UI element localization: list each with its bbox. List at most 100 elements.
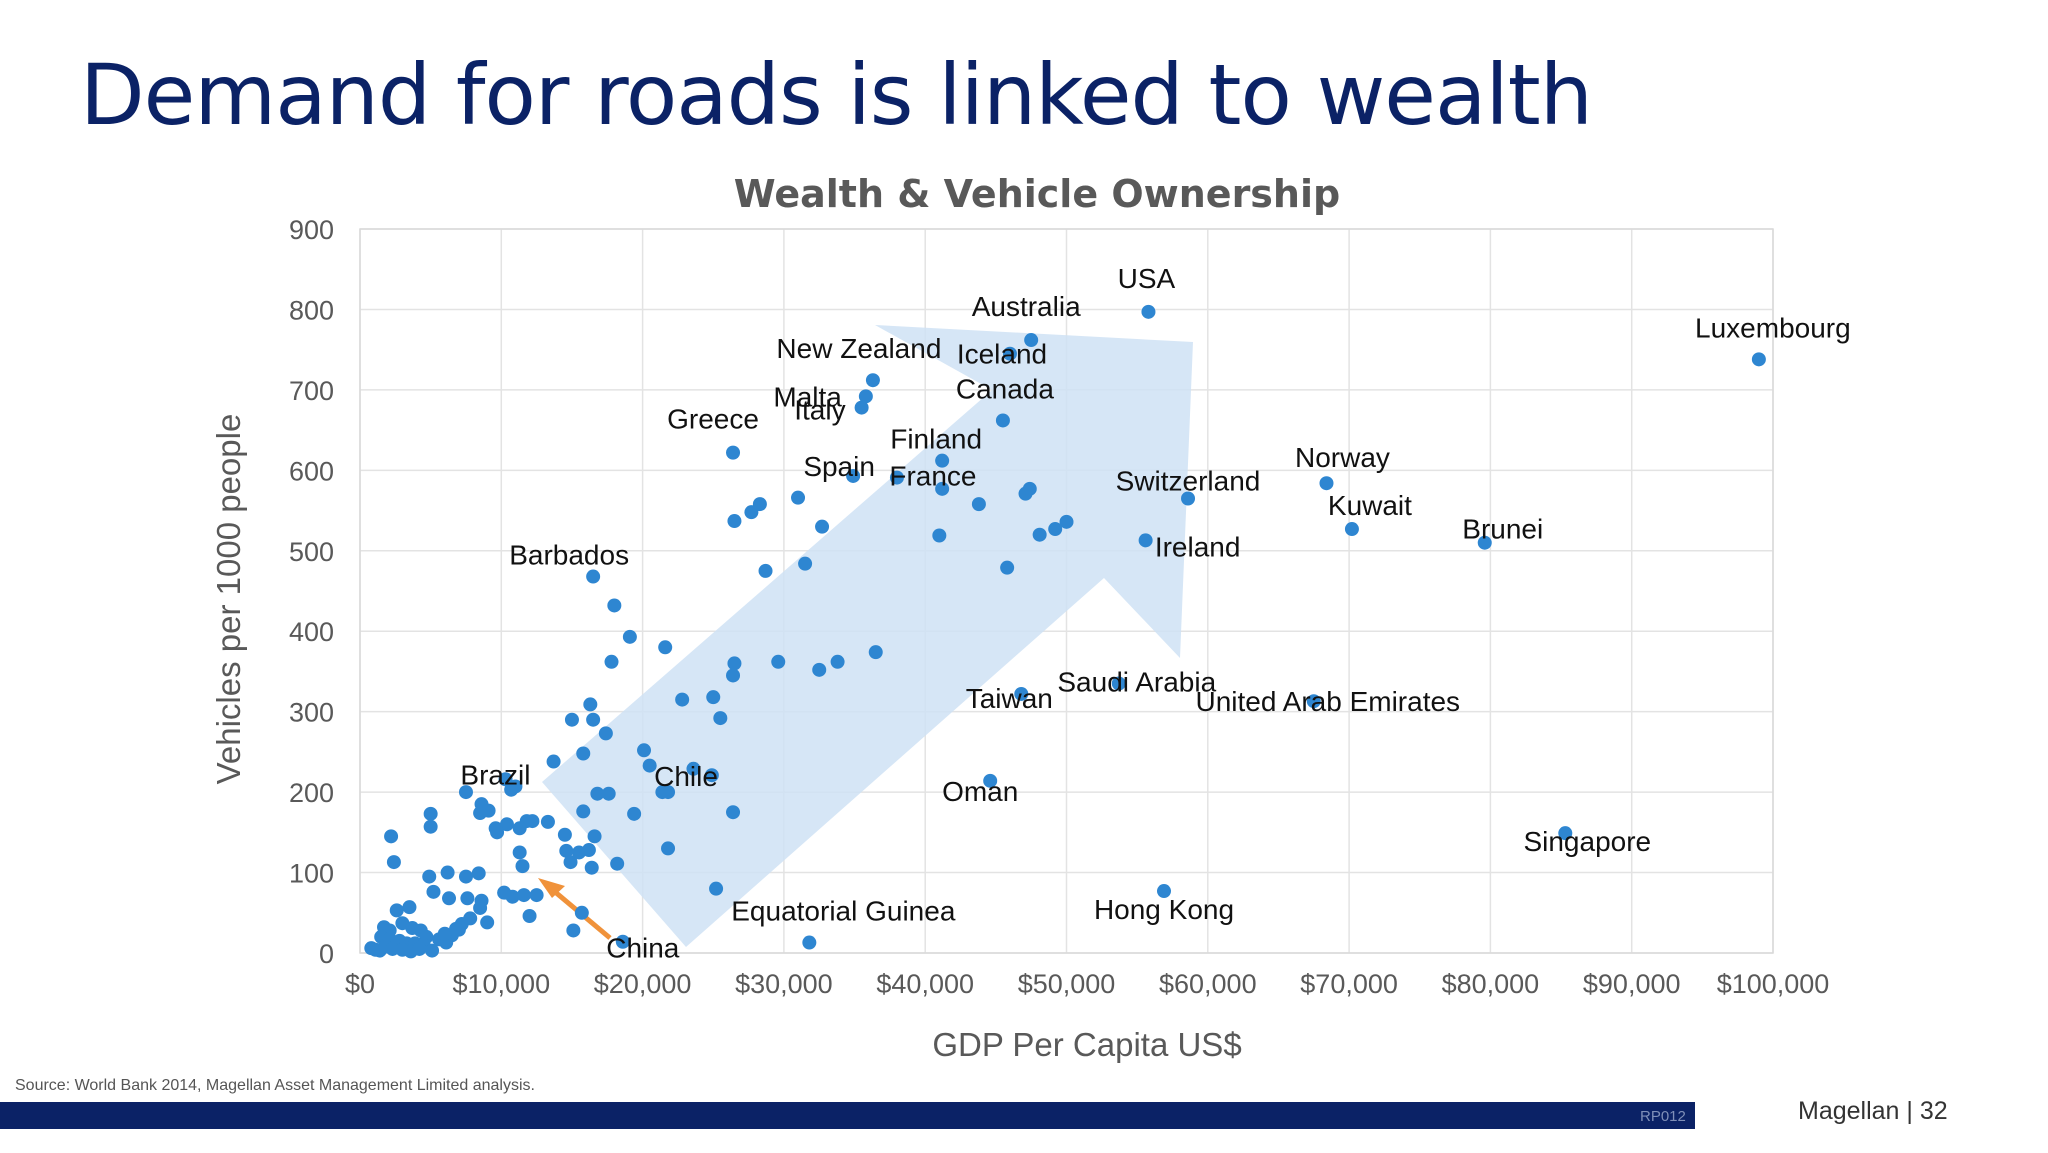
data-point bbox=[412, 941, 427, 956]
data-point bbox=[706, 690, 721, 705]
data-point bbox=[686, 761, 701, 776]
y-tick-label: 100 bbox=[289, 859, 334, 889]
data-point bbox=[529, 888, 544, 903]
x-tick-label: $60,000 bbox=[1159, 969, 1257, 999]
point-label-norway: Norway bbox=[1295, 442, 1390, 473]
data-point-switzerland bbox=[1181, 491, 1196, 506]
data-point bbox=[713, 711, 728, 726]
data-point bbox=[423, 806, 438, 821]
data-point-norway bbox=[1319, 476, 1334, 491]
data-point-malta bbox=[858, 389, 873, 404]
footer-code: RP012 bbox=[1640, 1108, 1686, 1125]
chart-axes: Wealth & Vehicle Ownership GDP Per Capit… bbox=[210, 172, 1829, 1063]
data-point bbox=[437, 926, 452, 941]
y-tick-label: 800 bbox=[289, 295, 334, 325]
slide-title: Demand for roads is linked to wealth bbox=[80, 46, 1593, 144]
data-point-finland bbox=[935, 453, 950, 468]
data-point bbox=[576, 804, 591, 819]
data-point bbox=[622, 629, 637, 644]
point-label-usa: USA bbox=[1118, 263, 1176, 294]
point-label-switzerland: Switzerland bbox=[1116, 465, 1261, 496]
data-point bbox=[425, 943, 440, 958]
data-point bbox=[522, 908, 537, 923]
data-point bbox=[1048, 522, 1063, 537]
data-point-barbados bbox=[586, 569, 601, 584]
data-point bbox=[727, 656, 742, 671]
data-point bbox=[726, 668, 741, 683]
x-tick-label: $80,000 bbox=[1442, 969, 1540, 999]
point-label-oman: Oman bbox=[942, 776, 1018, 807]
point-label-saudi-arabia: Saudi Arabia bbox=[1057, 667, 1216, 698]
data-point bbox=[423, 819, 438, 834]
y-tick-label: 400 bbox=[289, 617, 334, 647]
data-point-spain bbox=[846, 468, 861, 483]
data-point bbox=[583, 697, 598, 712]
data-point bbox=[389, 903, 404, 918]
y-tick-label: 0 bbox=[319, 939, 334, 969]
data-point bbox=[516, 888, 531, 903]
data-point bbox=[590, 786, 605, 801]
data-point-new-zealand bbox=[865, 373, 880, 388]
data-point bbox=[498, 772, 513, 787]
data-point bbox=[512, 821, 527, 836]
point-labels: USA Australia Luxembourg Iceland New Zealand… bbox=[460, 263, 1850, 964]
data-point-ireland bbox=[1138, 533, 1153, 548]
data-point bbox=[584, 860, 599, 875]
data-point bbox=[460, 891, 475, 906]
footer-brand: Magellan | 32 bbox=[1798, 1097, 1948, 1125]
x-tick-label: $70,000 bbox=[1300, 969, 1398, 999]
data-point bbox=[1059, 514, 1074, 529]
data-point bbox=[564, 712, 579, 727]
data-point bbox=[604, 654, 619, 669]
point-label-australia: Australia bbox=[972, 291, 1081, 322]
x-tick-label: $50,000 bbox=[1018, 969, 1116, 999]
point-label-brazil: Brazil bbox=[460, 759, 530, 790]
chart-title: Wealth & Vehicle Ownership bbox=[734, 172, 1340, 216]
y-tick-label: 900 bbox=[289, 215, 334, 245]
data-point bbox=[402, 900, 417, 915]
data-point-brunei bbox=[1477, 535, 1492, 550]
source-note: Source: World Bank 2014, Magellan Asset … bbox=[15, 1077, 535, 1094]
data-point bbox=[384, 829, 399, 844]
data-point bbox=[598, 726, 613, 741]
data-point-hong-kong bbox=[1156, 884, 1171, 899]
data-point bbox=[798, 556, 813, 571]
data-point-equatorial-guinea bbox=[802, 935, 817, 950]
data-point bbox=[386, 855, 401, 870]
data-point bbox=[971, 497, 986, 512]
y-tick-label: 300 bbox=[289, 698, 334, 728]
data-points bbox=[364, 304, 1766, 959]
data-point-kuwait bbox=[1344, 522, 1359, 537]
data-point bbox=[758, 563, 773, 578]
y-tick-label: 200 bbox=[289, 778, 334, 808]
china-arrow-head bbox=[538, 878, 565, 898]
point-label-brunei: Brunei bbox=[1462, 514, 1543, 545]
data-point bbox=[473, 900, 488, 915]
point-label-iceland: Iceland bbox=[957, 339, 1047, 370]
trend-arrow bbox=[542, 325, 1193, 947]
point-label-ireland: Ireland bbox=[1155, 531, 1241, 562]
point-label-barbados: Barbados bbox=[509, 540, 629, 571]
plot-frame bbox=[359, 228, 1774, 954]
data-point bbox=[586, 712, 601, 727]
data-point-brazil bbox=[508, 779, 523, 794]
data-point bbox=[422, 869, 437, 884]
data-point bbox=[458, 785, 473, 800]
x-tick-label: $40,000 bbox=[876, 969, 974, 999]
point-label-canada: Canada bbox=[956, 373, 1055, 404]
data-point bbox=[566, 923, 581, 938]
data-point bbox=[932, 528, 947, 543]
data-point bbox=[480, 915, 495, 930]
data-point bbox=[752, 497, 767, 512]
data-point bbox=[563, 855, 578, 870]
data-point bbox=[815, 519, 830, 534]
x-axis-title: GDP Per Capita US$ bbox=[932, 1026, 1241, 1063]
point-label-france: France bbox=[889, 461, 976, 492]
data-point bbox=[574, 905, 589, 920]
data-point bbox=[440, 865, 455, 880]
data-point bbox=[512, 845, 527, 860]
data-point bbox=[771, 654, 786, 669]
data-point-usa bbox=[1141, 304, 1156, 319]
point-label-taiwan: Taiwan bbox=[966, 683, 1053, 714]
data-point-france bbox=[889, 470, 904, 485]
